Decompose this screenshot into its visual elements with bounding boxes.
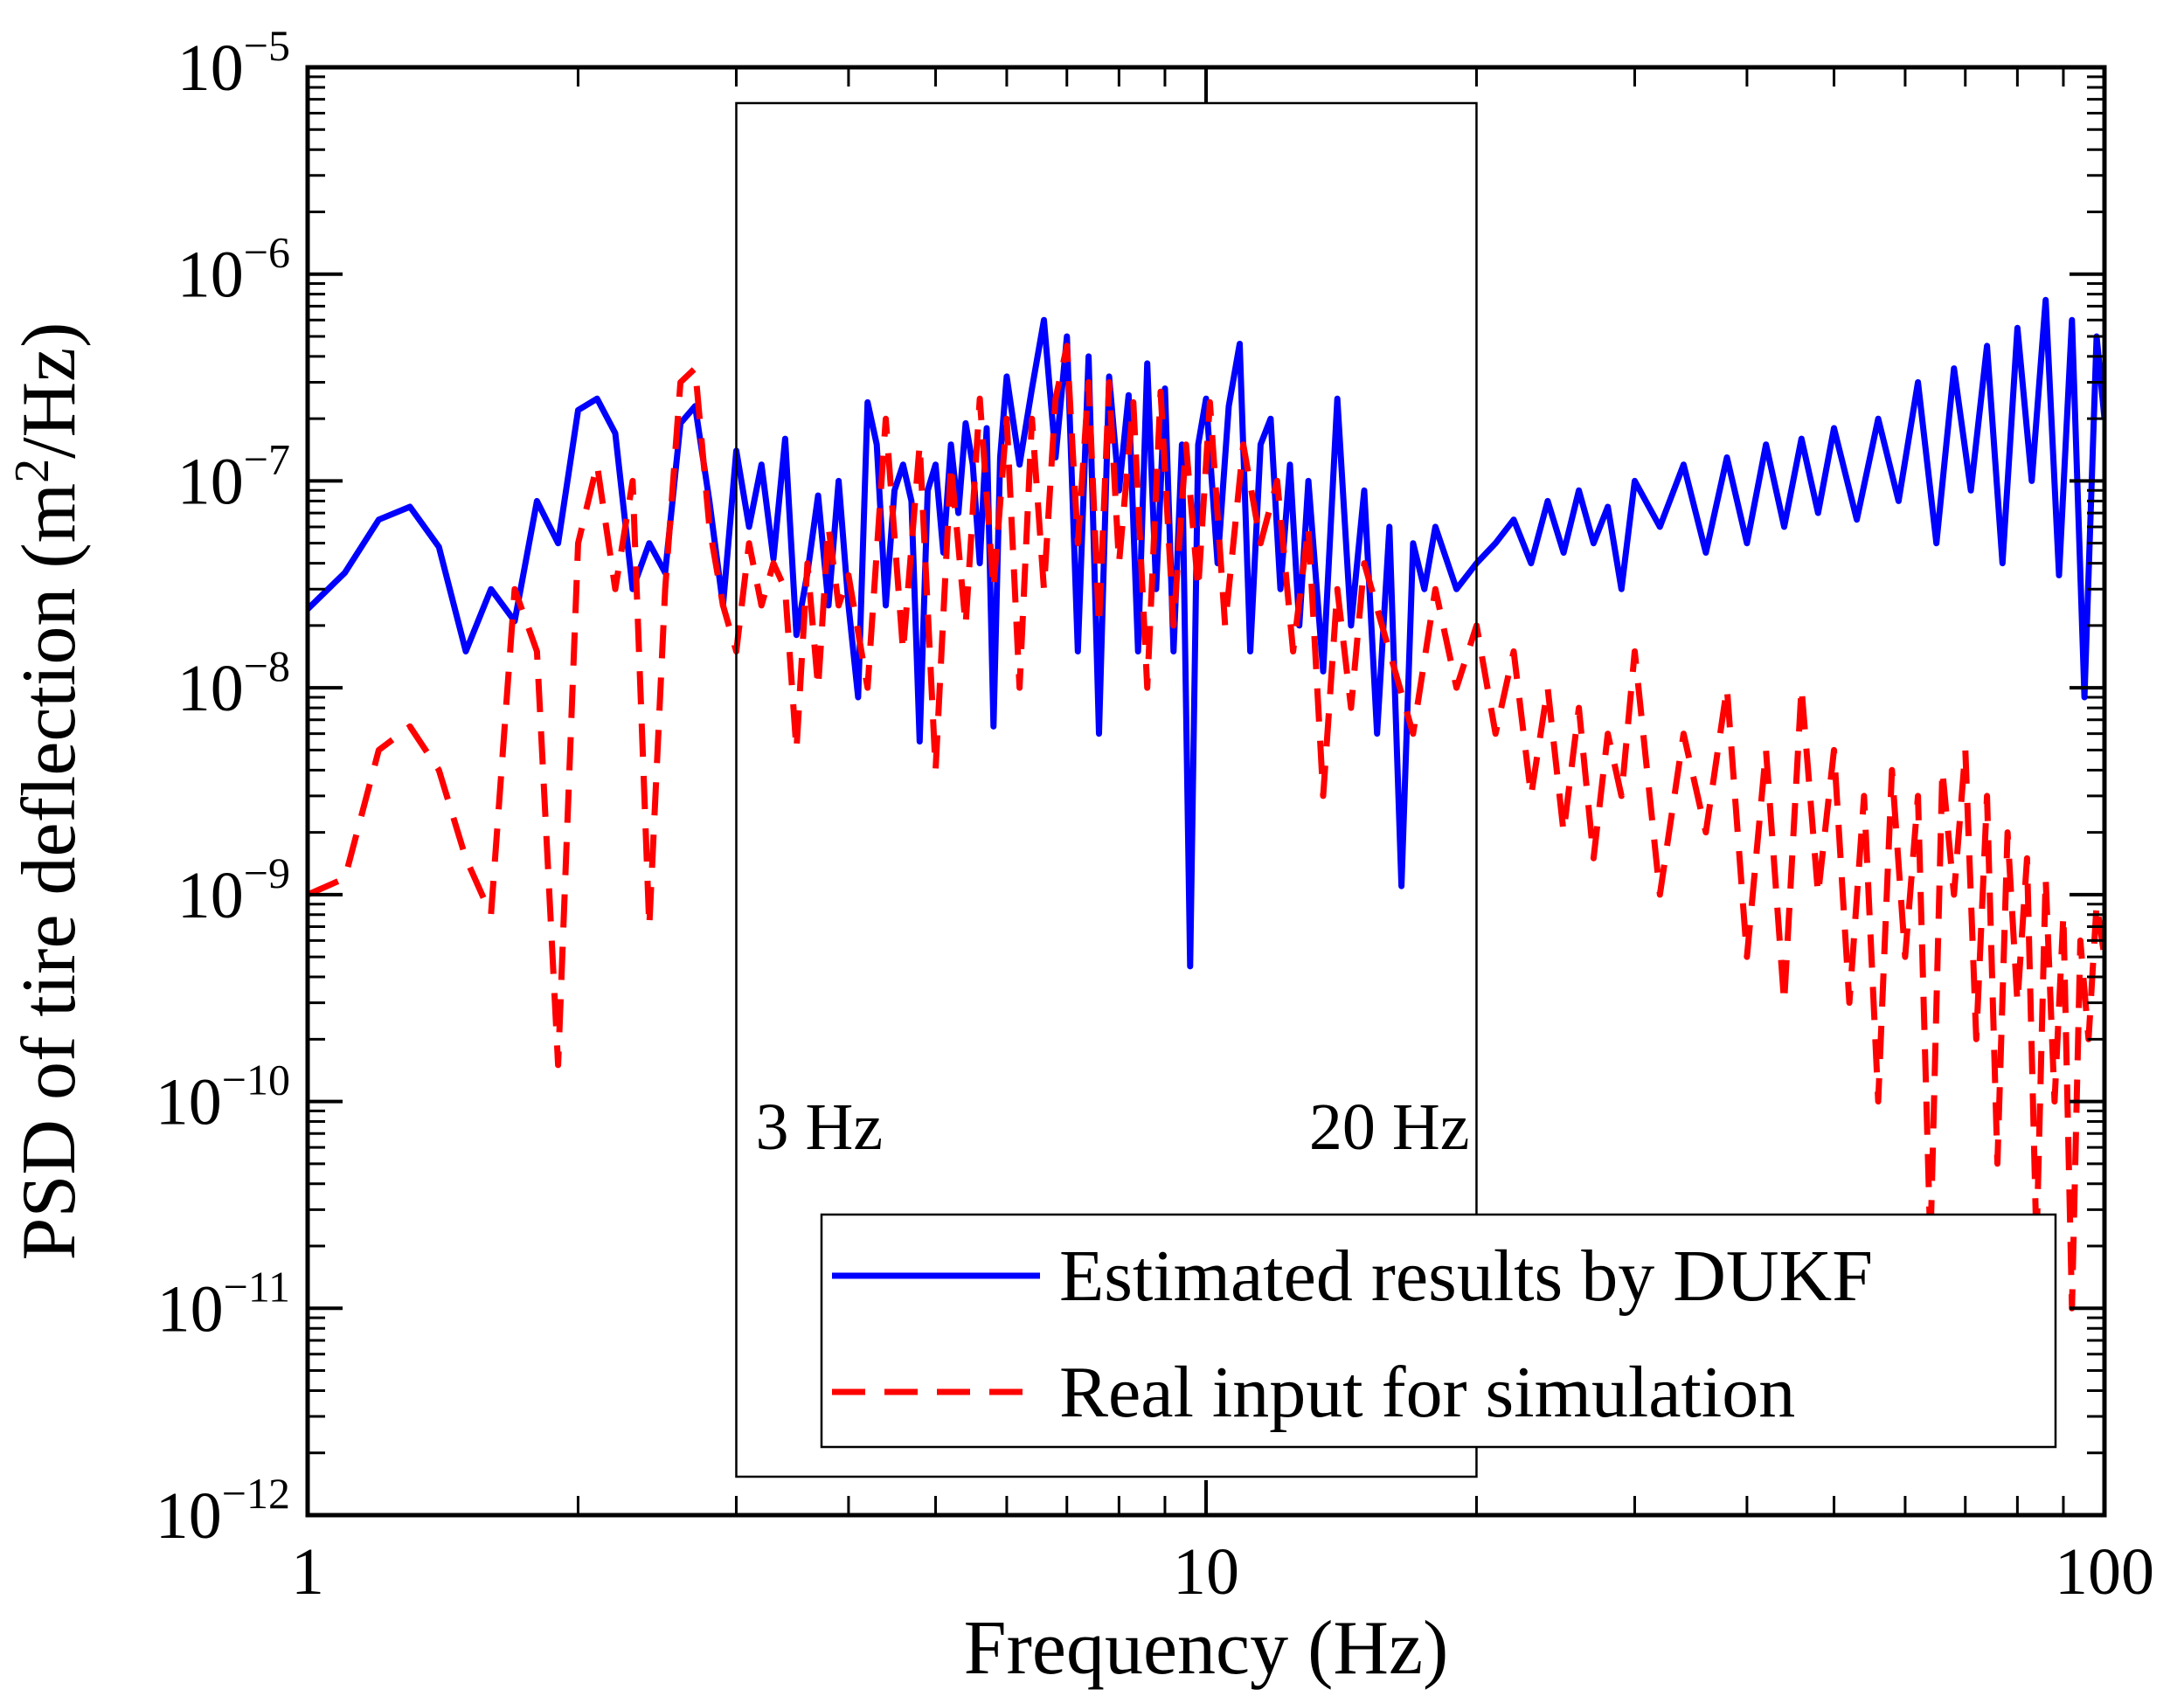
y-tick-base: 10 — [177, 239, 244, 312]
x-tick-label: 10 — [1173, 1535, 1239, 1609]
y-tick-label: 10−7 — [177, 434, 290, 518]
y-tick-base: 10 — [177, 652, 244, 725]
y-tick-base: 10 — [156, 1479, 222, 1553]
band-low-label: 3 Hz — [755, 1090, 883, 1164]
x-tick-label: 1 — [291, 1535, 324, 1609]
y-tick-base: 10 — [177, 859, 244, 932]
y-tick-exponent: −8 — [244, 641, 290, 690]
y-tick-label: 10−11 — [157, 1262, 290, 1346]
frequency-band-box — [735, 101, 1478, 1478]
y-tick-base: 10 — [177, 445, 244, 518]
y-axis-label-suffix: /Hz) — [7, 322, 92, 459]
legend-box — [820, 1213, 2057, 1449]
y-tick-exponent: −9 — [244, 848, 290, 897]
y-tick-base: 10 — [177, 31, 244, 105]
legend: Estimated results by DUKF Real input for… — [820, 1213, 2057, 1449]
y-tick-base: 10 — [156, 1066, 222, 1139]
y-tick-label: 10−9 — [177, 848, 290, 932]
y-tick-label: 10−12 — [156, 1469, 290, 1553]
y-tick-label: 10−8 — [177, 641, 290, 725]
y-tick-exponent: −12 — [222, 1469, 290, 1518]
y-tick-label: 10−6 — [177, 228, 290, 312]
series-layer — [308, 296, 2104, 1312]
tick-layer: 1 10 10010−1210−1110−1010−910−810−710−610−… — [156, 21, 2154, 1609]
series-line-0 — [308, 296, 2104, 970]
legend-label-real-input: Real input for simulation — [1059, 1352, 1795, 1433]
y-tick-label: 10−5 — [177, 21, 290, 105]
y-tick-exponent: −6 — [244, 228, 290, 277]
y-tick-exponent: −7 — [244, 434, 290, 483]
y-tick-label: 10−10 — [156, 1056, 290, 1139]
band-high-label: 20 Hz — [1309, 1090, 1470, 1164]
y-axis-label-sup: 2 — [5, 459, 59, 483]
x-tick-label: 100 — [2055, 1535, 2154, 1609]
legend-label-dukf: Estimated results by DUKF — [1059, 1236, 1873, 1317]
y-tick-exponent: −11 — [224, 1262, 290, 1311]
y-tick-base: 10 — [157, 1272, 224, 1346]
series-line-1 — [308, 343, 2104, 1312]
y-axis-label-prefix: PSD of tire deflection (m — [7, 483, 92, 1261]
y-axis-label: PSD of tire deflection (m2/Hz) — [5, 322, 92, 1261]
y-tick-exponent: −10 — [222, 1056, 290, 1104]
y-tick-exponent: −5 — [244, 21, 290, 70]
x-axis-label: Frequency (Hz) — [964, 1606, 1449, 1691]
